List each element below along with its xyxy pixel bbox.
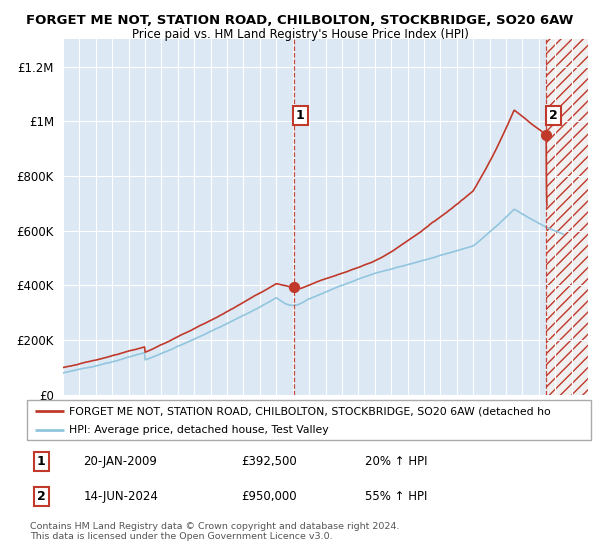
Text: 14-JUN-2024: 14-JUN-2024	[83, 489, 158, 503]
Text: 1: 1	[296, 109, 305, 122]
Bar	[546, 39, 588, 395]
Point	[289, 283, 298, 292]
Text: Price paid vs. HM Land Registry's House Price Index (HPI): Price paid vs. HM Land Registry's House …	[131, 28, 469, 41]
Point	[541, 130, 551, 139]
Text: 2: 2	[548, 109, 557, 122]
Text: 55% ↑ HPI: 55% ↑ HPI	[365, 489, 428, 503]
Text: FORGET ME NOT, STATION ROAD, CHILBOLTON, STOCKBRIDGE, SO20 6AW: FORGET ME NOT, STATION ROAD, CHILBOLTON,…	[26, 14, 574, 27]
Text: £950,000: £950,000	[241, 489, 297, 503]
Text: 2: 2	[37, 489, 46, 503]
Text: £392,500: £392,500	[241, 455, 297, 468]
Text: FORGET ME NOT, STATION ROAD, CHILBOLTON, STOCKBRIDGE, SO20 6AW (detached ho: FORGET ME NOT, STATION ROAD, CHILBOLTON,…	[70, 407, 551, 417]
Text: Contains HM Land Registry data © Crown copyright and database right 2024.
This d: Contains HM Land Registry data © Crown c…	[30, 522, 400, 542]
Text: HPI: Average price, detached house, Test Valley: HPI: Average price, detached house, Test…	[70, 425, 329, 435]
Text: 20% ↑ HPI: 20% ↑ HPI	[365, 455, 428, 468]
FancyBboxPatch shape	[27, 400, 591, 440]
Text: 1: 1	[37, 455, 46, 468]
Text: 20-JAN-2009: 20-JAN-2009	[83, 455, 157, 468]
